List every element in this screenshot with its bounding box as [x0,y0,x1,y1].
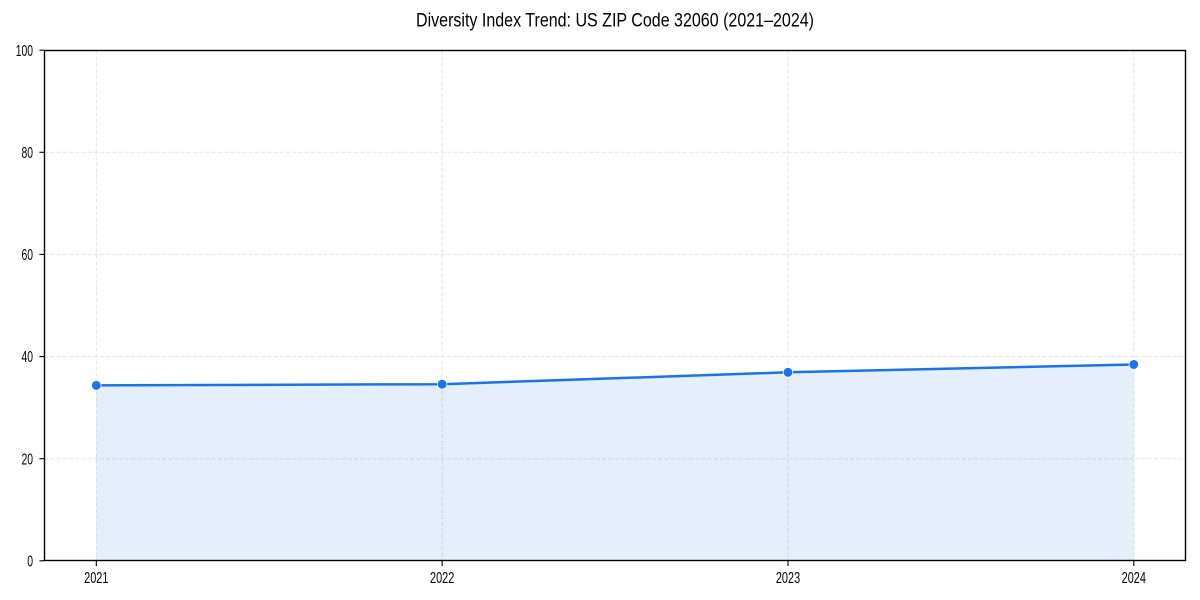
svg-text:2024: 2024 [1122,570,1147,587]
svg-text:Diversity Index Trend: US ZIP: Diversity Index Trend: US ZIP Code 32060… [416,10,814,32]
svg-text:60: 60 [22,247,34,264]
svg-text:80: 80 [22,145,34,162]
svg-text:20: 20 [22,451,34,468]
svg-text:2021: 2021 [84,570,108,587]
svg-text:100: 100 [16,43,33,60]
svg-text:0: 0 [27,553,33,570]
svg-text:2023: 2023 [776,570,800,587]
svg-text:40: 40 [22,349,34,366]
svg-text:2022: 2022 [430,570,454,587]
